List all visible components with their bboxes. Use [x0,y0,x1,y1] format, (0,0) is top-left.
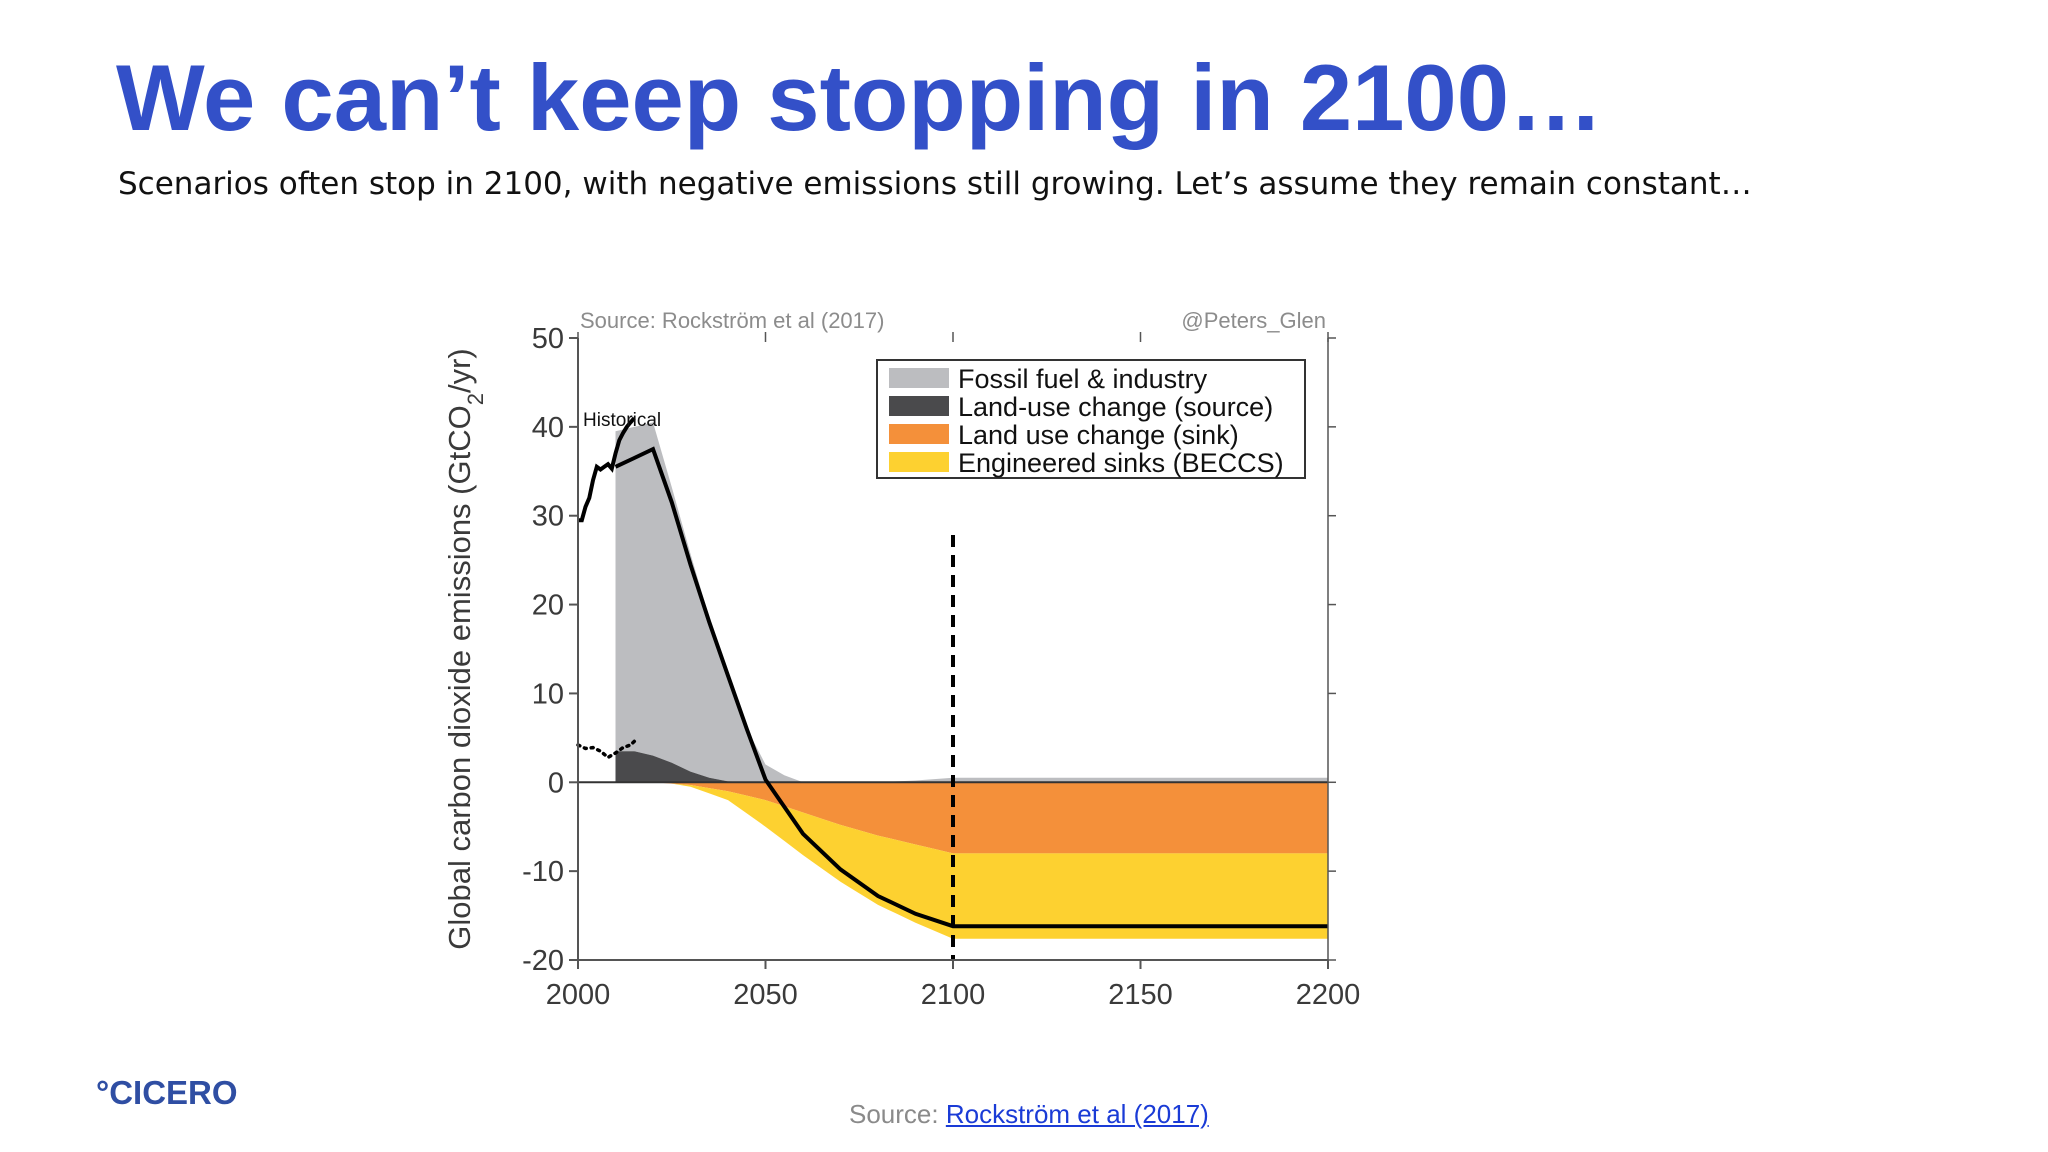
net-emissions-line [614,446,1328,929]
y-tick-label: -20 [522,945,564,977]
footer-source-prefix: Source: [849,1099,946,1129]
historical-landuse-dotted-line [576,739,637,760]
chart-source-note: Source: Rockström et al (2017) [580,308,884,333]
legend-label-landuse_source: Land-use change (source) [958,392,1273,422]
cicero-logo: °CICERO [96,1074,238,1111]
x-tick-label: 2000 [546,979,611,1011]
beccs-area [653,782,1328,939]
y-axis-label: Global carbon dioxide emissions (GtCO2/y… [442,348,488,949]
y-tick-label: 30 [532,501,564,533]
legend-label-beccs: Engineered sinks (BECCS) [958,448,1284,478]
legend-label-fossil: Fossil fuel & industry [958,364,1208,394]
y-axis-label-main: Global carbon dioxide emissions (GtCO [442,405,477,949]
historical-emissions-line [578,416,636,523]
y-tick-label: 0 [548,767,564,799]
x-tick-label: 2200 [1296,979,1361,1011]
y-axis-label-subscript: 2 [463,393,488,405]
landuse-sink-area [653,782,1328,854]
x-tick-label: 2050 [733,979,798,1011]
chart-axes: -20 -10 0 10 20 30 40 50 2000 2050 2100 2150 2200 [522,323,1360,1011]
y-axis-label-end: /yr) [442,348,477,393]
y-tick-label: -10 [522,856,564,888]
slide-subtitle: Scenarios often stop in 2100, with negat… [118,166,1752,202]
y-tick-label: 50 [532,323,564,355]
chart-credit: @Peters_Glen [1181,308,1326,333]
fossil-area [615,422,1328,783]
historical-annotation: Historical [583,410,661,431]
y-tick-label: 20 [532,590,564,622]
legend-swatch-beccs [889,452,949,472]
legend-label-landuse_sink: Land use change (sink) [958,420,1239,450]
y-tick-label: 10 [532,678,564,710]
legend-swatch-landuse_source [889,396,949,416]
footer-source: Source: Rockström et al (2017) [849,1099,1209,1130]
stacked-areas [615,422,1328,939]
legend-swatch-fossil [889,368,949,388]
slide-title: We can’t keep stopping in 2100… [116,45,1603,150]
x-tick-label: 2100 [921,979,986,1011]
y-tick-label: 40 [532,412,564,444]
footer-source-link[interactable]: Rockström et al (2017) [945,1099,1209,1129]
x-tick-label: 2150 [1108,979,1173,1011]
legend-swatch-landuse_sink [889,424,949,444]
emission-lines [576,416,1328,960]
landuse-source-area [615,751,766,783]
